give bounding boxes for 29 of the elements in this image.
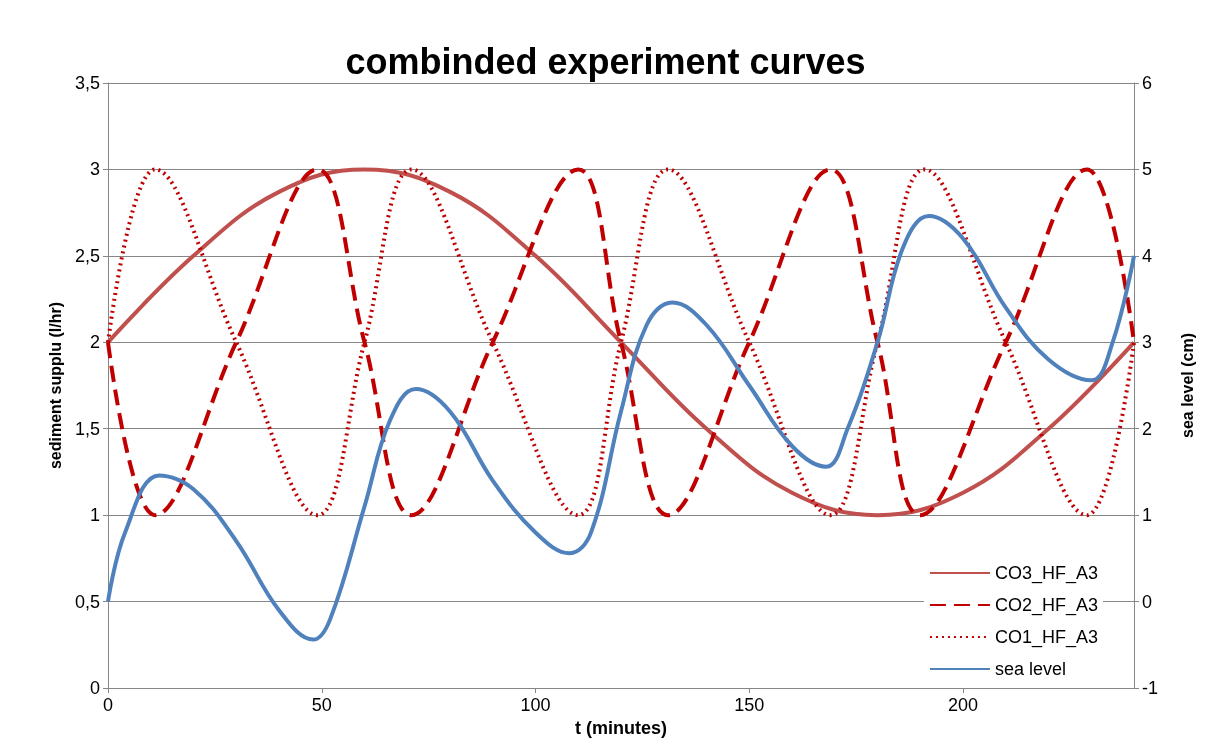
x-tick-label: 50 bbox=[311, 695, 332, 715]
y2-axis-title: sea level (cm) bbox=[1178, 333, 1196, 438]
y2-tick-label: 5 bbox=[1142, 159, 1153, 180]
y2-tick-label: 3 bbox=[1142, 332, 1153, 353]
y2-tick-label: -1 bbox=[1142, 678, 1159, 698]
y-tick-label: 3,5 bbox=[74, 73, 100, 93]
y2-tick-label: 2 bbox=[1142, 418, 1153, 439]
y2-tick-label: 4 bbox=[1142, 245, 1153, 266]
legend-label: CO1_HF_A3 bbox=[994, 627, 1098, 648]
x-tick-label: 100 bbox=[520, 695, 551, 715]
y-tick-label: 1 bbox=[89, 505, 100, 526]
legend-label: CO3_HF_A3 bbox=[994, 563, 1098, 584]
y-axis-title: sediment supplu (l/hr) bbox=[46, 301, 64, 470]
x-tick-label: 200 bbox=[947, 695, 979, 715]
y-tick-label: 3 bbox=[89, 159, 100, 180]
legend-label: CO2_HF_A3 bbox=[994, 595, 1098, 616]
y-tick-label: 2 bbox=[89, 332, 100, 353]
y-tick-label: 0,5 bbox=[74, 591, 100, 612]
x-tick-label: 150 bbox=[734, 695, 765, 715]
legend-label: sea level bbox=[994, 659, 1066, 679]
y-tick-label: 0 bbox=[89, 678, 100, 698]
x-axis-title: t (minutes) bbox=[575, 717, 667, 738]
chart-title: combinded experiment curves bbox=[345, 40, 866, 82]
y2-tick-label: 1 bbox=[1142, 505, 1153, 526]
y-tick-label: 2,5 bbox=[74, 245, 100, 266]
y2-tick-label: 0 bbox=[1142, 591, 1153, 612]
y-tick-label: 1,5 bbox=[74, 418, 100, 439]
y2-tick-label: 6 bbox=[1142, 73, 1153, 93]
x-tick-label: 0 bbox=[102, 695, 114, 715]
